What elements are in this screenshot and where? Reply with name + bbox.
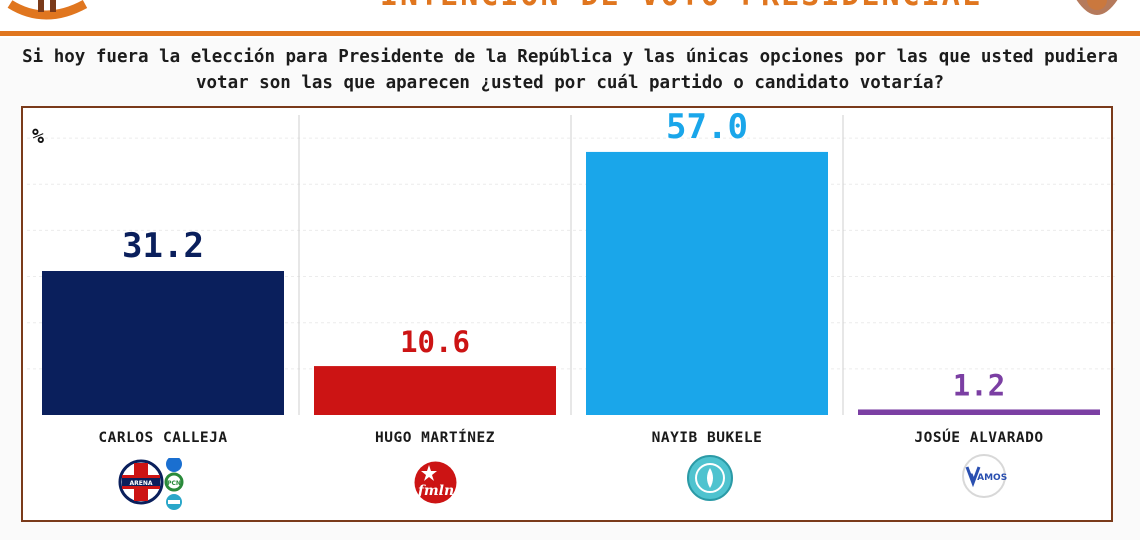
- fmln-logo: fmln: [414, 461, 457, 504]
- nuevas-ideas-logo: [687, 455, 733, 501]
- bar-3: [586, 151, 828, 415]
- candidate-label-bukele: NAYIB BUKELE: [651, 430, 763, 446]
- page-title: INTENCIÓN DE VOTO PRESIDENCIAL: [380, 0, 1080, 14]
- value-label-1: 31.2: [122, 226, 204, 266]
- arena-coalition-logo: ARENA PCN: [118, 458, 184, 510]
- unit-label: %: [32, 124, 44, 148]
- candidate-label-calleja: CARLOS CALLEJA: [98, 430, 228, 446]
- vamos-logo: VAMOS: [962, 454, 1007, 498]
- svg-text:PCN: PCN: [167, 480, 181, 487]
- bar-2: [314, 366, 556, 415]
- bar-4: [858, 409, 1100, 415]
- value-label-4: 1.2: [953, 368, 1005, 402]
- value-label-3: 57.0: [666, 107, 748, 147]
- pollster-logo: [7, 0, 88, 20]
- svg-text:fmln: fmln: [417, 483, 454, 499]
- candidate-label-alvarado: JOSÚE ALVARADO: [914, 430, 1044, 446]
- bar-1: [42, 271, 284, 415]
- value-label-2: 10.6: [400, 325, 470, 359]
- svg-text:VAMOS: VAMOS: [971, 473, 1007, 483]
- header-divider: [0, 31, 1140, 36]
- candidate-label-martinez: HUGO MARTÍNEZ: [375, 430, 495, 446]
- location-pin-icon: [1076, 0, 1118, 15]
- survey-question: Si hoy fuera la elección para Presidente…: [22, 47, 1118, 93]
- svg-text:ARENA: ARENA: [129, 480, 152, 487]
